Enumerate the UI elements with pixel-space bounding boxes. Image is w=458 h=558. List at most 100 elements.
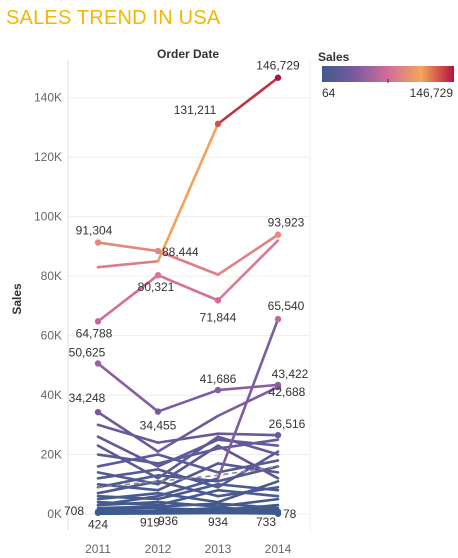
series-segment	[216, 497, 280, 508]
series-line	[96, 423, 280, 444]
legend-color-bar	[322, 66, 454, 82]
legend-title: Sales	[318, 50, 350, 64]
series-segment	[216, 317, 280, 480]
series-segment	[96, 491, 160, 501]
data-point	[214, 508, 222, 515]
data-point	[214, 120, 222, 128]
y-tick-label: 140K	[34, 91, 62, 105]
series-line	[96, 479, 280, 504]
series-segment	[156, 506, 220, 512]
y-tick-label: 0K	[47, 507, 62, 521]
series-segment	[216, 459, 280, 474]
data-point	[154, 271, 162, 279]
x-tick-label: 2014	[265, 542, 292, 556]
series-segment	[216, 233, 280, 276]
series-line	[96, 76, 280, 269]
y-axis: 0K 20K 40K 60K 80K 100K 120K 140K	[34, 91, 62, 521]
series-segment	[216, 383, 280, 392]
series-lines	[96, 76, 280, 516]
y-tick-label: 60K	[41, 329, 62, 343]
data-point	[154, 508, 162, 515]
series-segment	[216, 438, 280, 450]
x-tick-label: 2011	[85, 542, 111, 556]
data-label: 65,540	[268, 299, 305, 313]
series-segment	[156, 388, 220, 413]
series-line	[96, 317, 280, 507]
data-label: 34,248	[69, 391, 106, 405]
series-segment	[156, 491, 220, 504]
y-axis-title: Sales	[10, 283, 24, 315]
data-points	[94, 74, 282, 517]
data-point	[94, 360, 102, 367]
data-label: 42,688	[269, 385, 306, 399]
data-point	[94, 239, 102, 246]
series-line	[96, 233, 280, 276]
data-point	[274, 315, 282, 323]
data-label: 146,729	[256, 59, 300, 73]
reference-line-path	[97, 465, 279, 489]
series-segment	[216, 488, 280, 498]
data-point	[274, 383, 282, 391]
y-tick-label: 120K	[34, 150, 62, 164]
data-label: 78	[283, 507, 297, 521]
x-tick-label: 2013	[205, 542, 232, 556]
y-tick-label: 100K	[34, 210, 62, 224]
series-segment	[156, 249, 220, 276]
data-label: 50,625	[69, 345, 106, 359]
series-segment	[156, 432, 220, 444]
series-segment	[96, 259, 160, 269]
x-axis-title: Order Date	[157, 47, 219, 61]
series-segment	[216, 76, 280, 126]
data-point	[154, 247, 162, 255]
series-line	[96, 239, 280, 323]
data-point	[154, 408, 162, 415]
data-point	[274, 231, 282, 238]
series-segment	[156, 479, 220, 498]
data-point	[274, 74, 282, 81]
series-segment	[156, 482, 220, 501]
grid	[67, 60, 311, 530]
data-label: 919	[140, 515, 160, 529]
data-label: 34,455	[140, 419, 177, 433]
series-segment	[156, 477, 220, 498]
series-segment	[96, 471, 160, 486]
data-point	[274, 510, 282, 517]
data-label: 80,321	[138, 280, 175, 294]
series-segment	[216, 503, 280, 512]
data-label: 64,788	[76, 326, 113, 340]
data-label: 93,923	[268, 216, 305, 230]
series-segment	[96, 435, 160, 468]
page-title: SALES TREND IN USA	[6, 7, 221, 29]
series-segment	[96, 506, 160, 511]
data-label: 934	[208, 515, 228, 529]
data-label: 91,304	[76, 224, 113, 238]
y-tick-label: 20K	[41, 448, 62, 462]
series-line	[96, 362, 280, 413]
legend: Sales 64 146,729	[318, 50, 454, 100]
series-segment	[216, 239, 280, 302]
series-segment	[96, 241, 160, 253]
data-point	[94, 408, 102, 416]
data-label: 41,686	[200, 372, 237, 386]
series-segment	[96, 453, 160, 468]
series-segment	[96, 410, 160, 453]
reference-line	[97, 465, 279, 489]
series-segment	[156, 414, 220, 453]
series-segment	[156, 122, 220, 263]
series-segment	[96, 423, 160, 444]
data-label: 71,844	[200, 310, 237, 324]
series-segment	[96, 505, 160, 510]
data-point	[94, 509, 102, 516]
series-segment	[96, 468, 160, 480]
x-axis: 2011 2012 2013 2014	[85, 542, 292, 556]
series-segment	[156, 273, 220, 302]
series-segment	[156, 462, 220, 492]
data-label: 131,211	[174, 103, 217, 117]
data-point	[214, 386, 222, 394]
data-label: 733	[256, 515, 276, 529]
series-segment	[216, 432, 280, 437]
data-label: 708	[64, 504, 84, 518]
data-point	[214, 297, 222, 304]
data-label: 26,516	[269, 417, 306, 431]
series-segment	[96, 444, 160, 480]
